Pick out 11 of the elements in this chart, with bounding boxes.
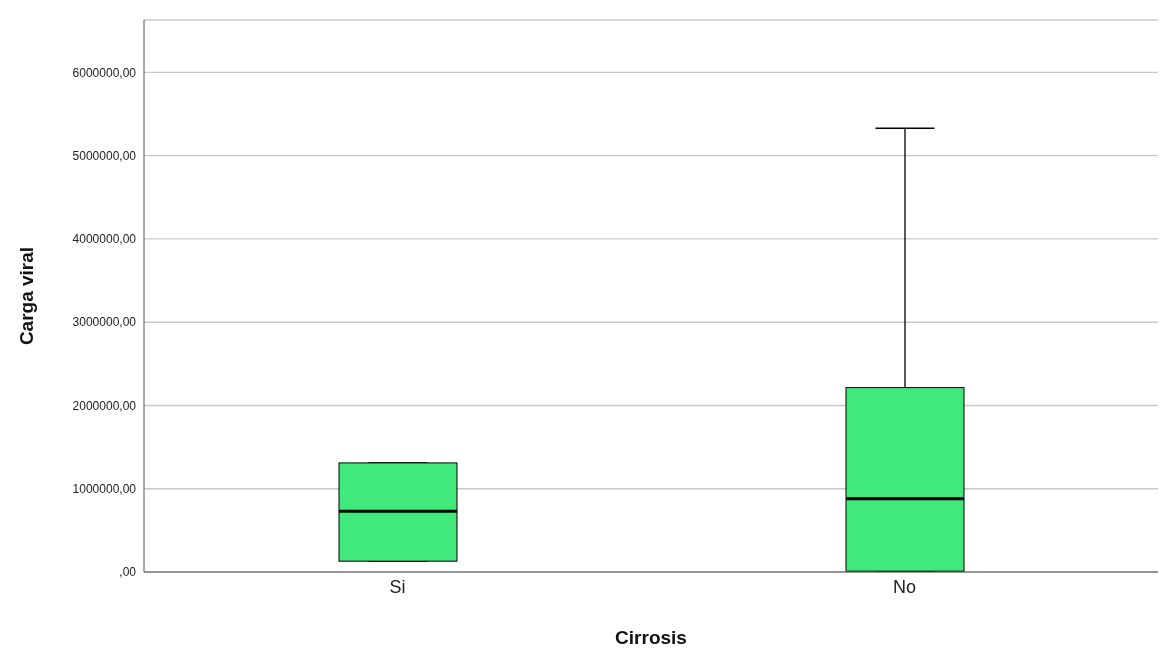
x-axis-title: Cirrosis xyxy=(615,627,687,648)
y-tick-label: 4000000,00 xyxy=(72,232,137,247)
y-tick-label: 5000000,00 xyxy=(72,148,137,163)
x-tick-label: Si xyxy=(389,576,406,597)
y-axis-title: Carga viral xyxy=(15,246,37,346)
y-tick-label: 6000000,00 xyxy=(72,65,137,80)
y-tick-label: ,00 xyxy=(119,565,137,580)
y-tick-label: 1000000,00 xyxy=(72,482,137,496)
x-tick-label: No xyxy=(892,576,917,597)
y-tick-label: 3000000,00 xyxy=(72,315,137,330)
y-tick-label: 2000000,00 xyxy=(72,398,137,413)
